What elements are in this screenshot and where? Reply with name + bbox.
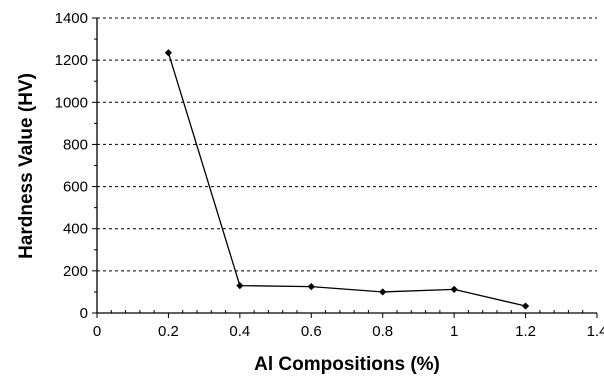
x-tick-label: 0.4 — [229, 323, 250, 340]
data-point-marker — [450, 285, 458, 293]
y-axis-title: Hardness Value (HV) — [16, 73, 37, 259]
data-point-marker — [379, 288, 387, 296]
gridlines — [97, 17, 597, 272]
x-tick-label: 1.2 — [515, 323, 536, 340]
data-point-marker — [236, 282, 244, 290]
x-tick-label: 1 — [450, 323, 458, 340]
y-tick-label: 1200 — [55, 52, 88, 69]
y-tick-label: 1400 — [55, 10, 88, 27]
y-tick-label: 1000 — [55, 94, 88, 111]
y-tick-label: 600 — [63, 179, 88, 196]
y-tick-label: 0 — [80, 305, 88, 322]
series-line — [167, 52, 526, 307]
data-point-marker — [307, 283, 315, 291]
y-tick-label: 800 — [63, 136, 88, 153]
data-series — [164, 49, 530, 310]
x-tick-label: 1.4 — [587, 323, 604, 340]
y-axis-ticks: 0 200 400 600 800 1000 1200 1400 — [55, 10, 97, 322]
x-tick-label: 0.2 — [158, 323, 179, 340]
x-tick-label: 0.6 — [301, 323, 322, 340]
x-axis-ticks: 0 0.2 0.4 0.6 0.8 1 1.2 1.4 — [93, 310, 604, 340]
x-axis-title: Al Compositions (%) — [254, 354, 440, 375]
data-point-marker — [164, 49, 173, 57]
y-tick-label: 400 — [63, 221, 88, 238]
data-point-marker — [521, 302, 530, 310]
y-tick-label: 200 — [63, 263, 88, 280]
x-tick-label: 0.8 — [372, 323, 393, 340]
x-tick-label: 0 — [93, 323, 101, 340]
